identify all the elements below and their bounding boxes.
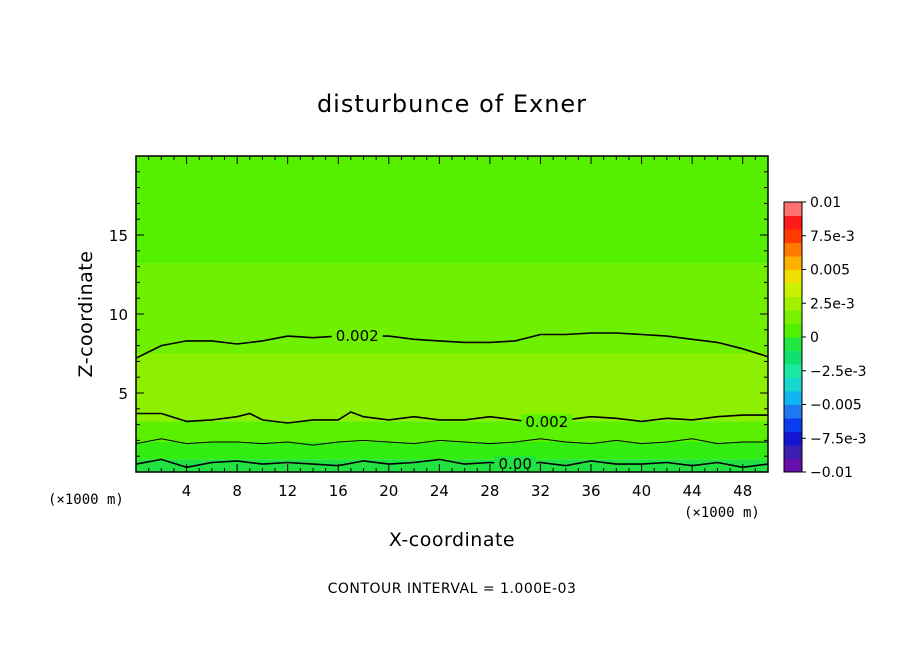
colorbar-swatch-17 (784, 229, 802, 243)
x-axis-ticks: 4 8 12 16 20 24 28 32 36 40 44 48 (148, 156, 756, 500)
y-axis-label: Z-coordinate (75, 251, 97, 378)
x-tick-label-6: 28 (480, 482, 499, 500)
x-tick-label-1: 8 (232, 482, 242, 500)
x-tick-label-9: 40 (632, 482, 651, 500)
colorbar-swatch-13 (784, 283, 802, 297)
x-tick-label-5: 24 (430, 482, 449, 500)
colorbar-label-2: 0.005 (810, 263, 850, 279)
contour-fill-layer (136, 156, 768, 472)
colorbar-label-1: 7.5e-3 (810, 229, 855, 245)
contour-label-bg-1 (521, 414, 573, 431)
colorbar-swatch-18 (784, 215, 802, 230)
colorbar-label-7: −7.5e-3 (810, 431, 867, 447)
x-tick-label-8: 36 (581, 482, 600, 500)
colorbar-swatch-10 (784, 323, 802, 338)
colorbar-swatch-6 (784, 377, 802, 392)
colorbar-swatch-0 (784, 458, 802, 473)
contour-band-4 (136, 441, 768, 460)
contour-interval-note: CONTOUR INTERVAL = 1.000E-03 (328, 581, 577, 597)
colorbar: 0.01 7.5e-3 0.005 2.5e-3 0 −2.5e-3 −0.005 −7.5e… (783, 195, 867, 481)
x-tick-label-2: 12 (278, 482, 297, 500)
colorbar-swatch-3 (784, 418, 802, 432)
chart-title: disturbunce of Exner (317, 90, 587, 118)
x-axis-unit: (×1000 m) (684, 505, 760, 521)
colorbar-swatch-5 (784, 391, 802, 405)
y-tick-label-0: 5 (118, 385, 128, 403)
colorbar-swatch-15 (784, 256, 802, 270)
contour-label-0: 0.002 (336, 327, 379, 345)
contour-line-1 (136, 411, 768, 424)
contour-label-3: 0.00 (498, 455, 531, 473)
contour-label-layer: 0.002 0.002 0.00 (331, 327, 573, 473)
contour-line-2 (136, 438, 768, 446)
colorbar-label-5: −2.5e-3 (810, 364, 867, 380)
x-tick-label-4: 20 (379, 482, 398, 500)
colorbar-swatch-12 (784, 296, 802, 311)
x-tick-label-0: 4 (182, 482, 192, 500)
colorbar-label-0: 0.01 (810, 195, 841, 211)
contour-label-bg-0 (331, 328, 383, 345)
colorbar-swatch-1 (784, 445, 802, 459)
contour-band-3 (136, 421, 768, 442)
y-tick-label-1: 10 (109, 306, 128, 324)
contour-band-2 (136, 353, 768, 422)
x-tick-label-11: 48 (733, 482, 752, 500)
y-axis-unit: (×1000 m) (48, 492, 124, 508)
contour-band-1 (136, 263, 768, 354)
contour-line-0 (136, 332, 768, 359)
colorbar-label-8: −0.01 (810, 465, 853, 481)
contour-label-1: 0.002 (525, 413, 568, 431)
colorbar-swatch-2 (784, 431, 802, 446)
x-tick-label-3: 16 (329, 482, 348, 500)
colorbar-swatch-14 (784, 269, 802, 284)
colorbar-swatch-7 (784, 364, 802, 378)
y-axis-ticks: 5 10 15 (109, 171, 768, 457)
x-tick-label-10: 44 (683, 482, 702, 500)
contour-label-bg-3 (494, 456, 537, 473)
contour-line-3 (136, 458, 768, 469)
colorbar-swatch-8 (784, 350, 802, 365)
colorbar-swatch-9 (784, 337, 802, 351)
colorbar-label-4: 0 (810, 330, 819, 346)
contour-band-0 (136, 156, 768, 264)
colorbar-swatch-11 (784, 310, 802, 324)
x-tick-label-7: 32 (531, 482, 550, 500)
colorbar-label-6: −0.005 (810, 398, 862, 414)
colorbar-swatch-4 (784, 404, 802, 419)
colorbar-swatch-16 (784, 242, 802, 257)
y-tick-label-2: 15 (109, 227, 128, 245)
colorbar-swatch-19 (784, 202, 802, 216)
x-axis-label: X-coordinate (389, 529, 515, 551)
contour-line-layer (136, 332, 768, 469)
colorbar-label-3: 2.5e-3 (810, 296, 855, 312)
